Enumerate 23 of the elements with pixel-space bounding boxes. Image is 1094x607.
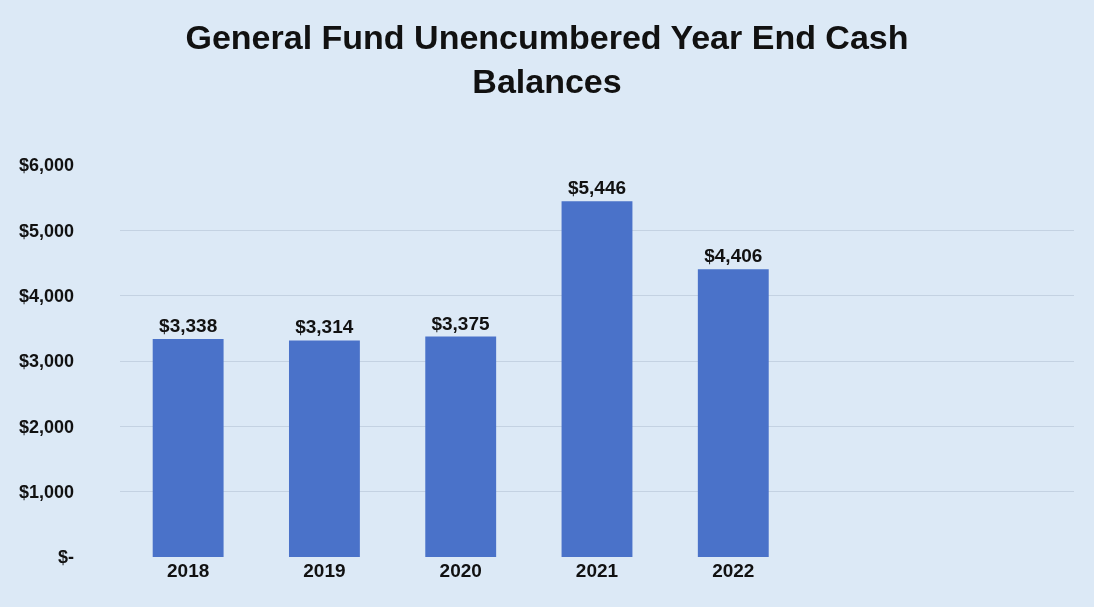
data-label: $3,375	[431, 312, 490, 334]
bar	[561, 201, 633, 557]
x-tick-label: 2019	[303, 560, 346, 581]
y-tick-label: $5,000	[18, 220, 74, 241]
data-label: $4,406	[704, 245, 763, 267]
bar	[152, 338, 224, 557]
data-label: $3,338	[159, 314, 218, 336]
y-tick-label: $3,000	[18, 351, 74, 372]
y-tick-label: $-	[57, 547, 74, 568]
data-label: $5,446	[567, 177, 627, 199]
bar	[288, 340, 360, 557]
y-tick-label: $4,000	[18, 285, 74, 306]
bar	[425, 336, 497, 557]
chart-title: General Fund Unencumbered Year End Cash Balances	[185, 17, 909, 100]
bar	[697, 269, 769, 557]
x-tick-label: 2021	[575, 560, 619, 581]
x-tick-label: 2020	[439, 560, 482, 581]
data-label: $3,314	[295, 316, 354, 338]
x-tick-label: 2018	[167, 560, 210, 581]
y-tick-label: $1,000	[18, 481, 74, 502]
x-tick-label: 2022	[712, 560, 755, 581]
y-tick-label: $2,000	[18, 416, 74, 437]
y-tick-label: $6,000	[18, 155, 74, 176]
